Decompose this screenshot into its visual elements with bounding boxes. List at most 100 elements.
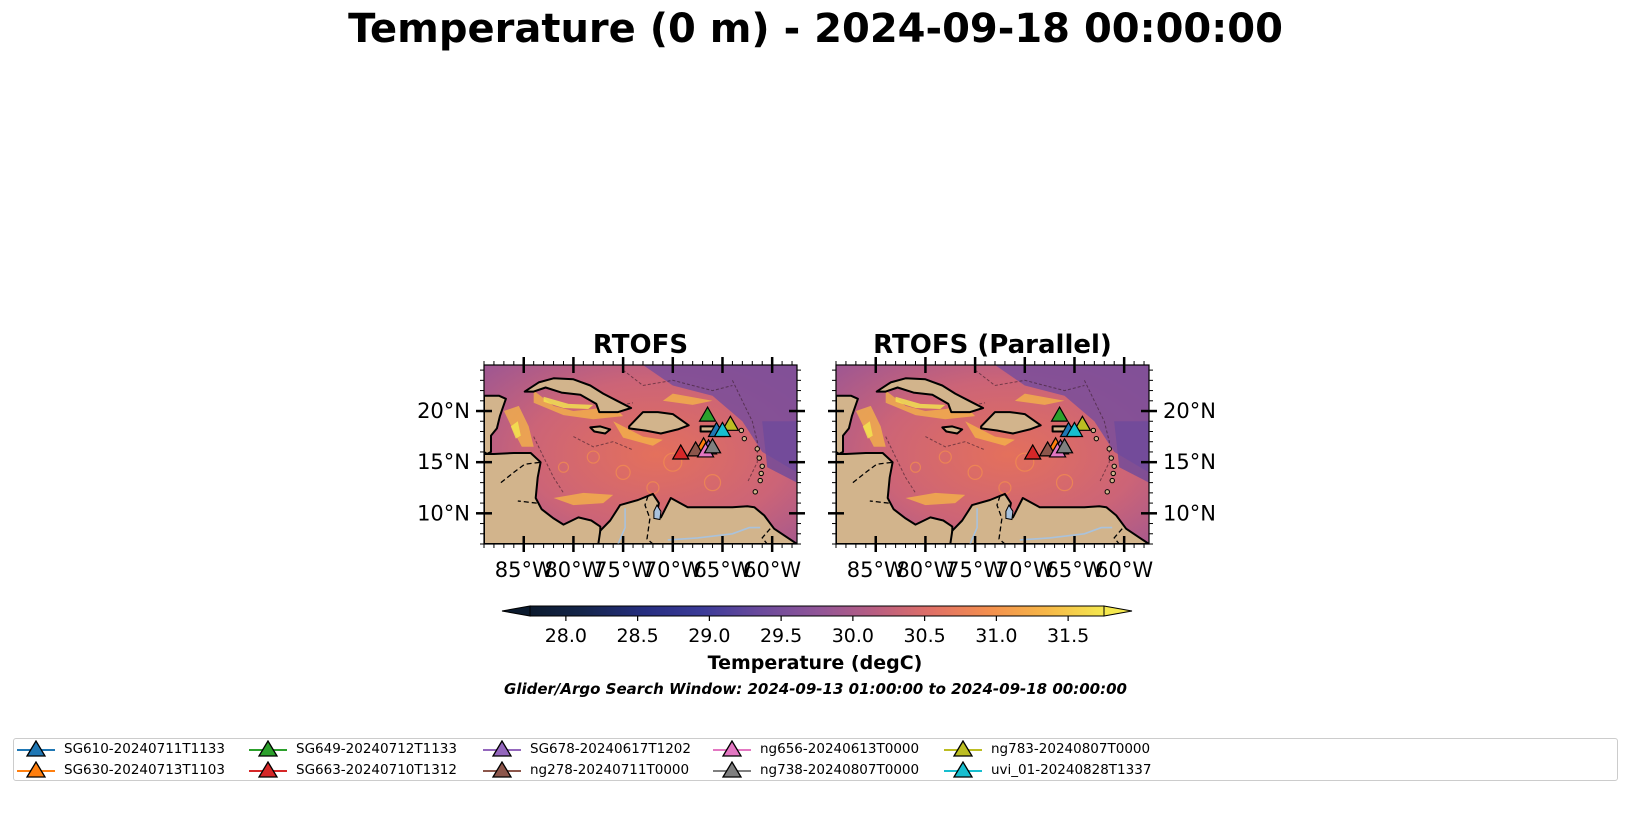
eddy-swirl xyxy=(1015,452,1035,472)
lat-tick-label: 15°N xyxy=(1163,450,1216,474)
triangle-marker-icon xyxy=(17,761,55,778)
warm-water-patch xyxy=(553,492,614,506)
legend-label: ng656-20240613T0000 xyxy=(760,741,920,757)
map-area xyxy=(836,365,1149,544)
glider-marker[interactable] xyxy=(721,415,740,431)
ssh-contour xyxy=(974,369,1085,392)
glider-marker[interactable] xyxy=(698,405,717,422)
legend-item[interactable]: SG649-20240712T1133 xyxy=(249,740,457,758)
eddy-swirl xyxy=(938,450,952,464)
island xyxy=(1106,446,1112,452)
warm-water-patch xyxy=(965,421,1015,446)
glider-marker[interactable] xyxy=(713,421,732,438)
lon-tick-label: 85°W xyxy=(847,558,905,582)
colorbar-label: Temperature (degC) xyxy=(708,652,923,674)
country-border xyxy=(1113,528,1123,544)
island xyxy=(738,427,745,434)
colorbar-extend-low xyxy=(501,605,531,617)
legend-item[interactable]: SG630-20240713T1103 xyxy=(17,761,225,779)
lake-maracaibo xyxy=(1005,504,1014,521)
island xyxy=(758,470,764,477)
island xyxy=(756,455,762,461)
legend-item[interactable]: SG678-20240617T1202 xyxy=(483,740,691,758)
land-hispaniola xyxy=(980,411,1042,435)
warm-water-patch xyxy=(1014,393,1065,405)
legend-item[interactable]: ng783-20240807T0000 xyxy=(944,740,1150,758)
legend-item[interactable]: SG610-20240711T1133 xyxy=(17,740,225,758)
land-south-america xyxy=(597,492,797,544)
lon-tick-label: 65°W xyxy=(693,558,751,582)
triangle-marker-icon xyxy=(17,740,55,757)
river xyxy=(617,508,626,544)
legend-item[interactable]: SG663-20240710T1312 xyxy=(249,761,457,779)
legend-label: SG678-20240617T1202 xyxy=(530,741,691,757)
lon-tick-label: 80°W xyxy=(544,558,602,582)
lon-tick-label: 85°W xyxy=(495,558,553,582)
land-south-america xyxy=(949,492,1149,544)
glider-marker[interactable] xyxy=(703,437,722,454)
warm-water-patch xyxy=(662,393,713,405)
ssh-contour xyxy=(622,369,733,392)
eddy-swirl xyxy=(557,461,570,473)
eddy-swirl xyxy=(615,464,631,480)
glider-marker[interactable] xyxy=(1050,405,1069,422)
island xyxy=(752,489,758,495)
colorbar-body xyxy=(529,605,1105,617)
colorbar-tick-label: 29.5 xyxy=(760,625,802,647)
glider-marker[interactable] xyxy=(1023,443,1042,460)
land-cuba xyxy=(523,377,633,414)
warm-water-patch xyxy=(613,421,663,446)
triangle-marker-icon xyxy=(249,761,287,778)
glider-marker[interactable] xyxy=(1055,437,1074,454)
panel-title: RTOFS xyxy=(593,330,688,360)
legend-item[interactable]: ng656-20240613T0000 xyxy=(713,740,919,758)
glider-marker[interactable] xyxy=(1073,415,1092,431)
land-jamaica xyxy=(589,425,612,435)
country-border xyxy=(869,500,889,504)
lon-tick-label: 65°W xyxy=(1045,558,1103,582)
lat-tick-label: 10°N xyxy=(1163,501,1216,525)
island xyxy=(754,446,760,452)
legend-item[interactable]: uvi_01-20240828T1337 xyxy=(944,761,1151,779)
colorbar-tick-label: 29.0 xyxy=(688,625,730,647)
glider-marker[interactable] xyxy=(1065,421,1084,438)
lon-tick-label: 75°W xyxy=(594,558,652,582)
glider-marker[interactable] xyxy=(671,443,690,460)
legend-label: SG610-20240711T1133 xyxy=(64,741,225,757)
triangle-marker-icon xyxy=(713,740,751,757)
lat-tick-label: 15°N xyxy=(417,450,470,474)
eddy-swirl xyxy=(663,452,683,472)
lake-maracaibo xyxy=(653,504,662,521)
legend-label: ng278-20240711T0000 xyxy=(530,762,690,778)
ocean-cool-region xyxy=(762,421,797,483)
hot-water-patch xyxy=(862,421,873,439)
country-border xyxy=(517,500,537,504)
island xyxy=(1090,427,1097,434)
hot-water-patch xyxy=(895,396,946,409)
legend-label: uvi_01-20240828T1337 xyxy=(991,762,1152,778)
ssh-contour xyxy=(885,436,916,494)
legend-item[interactable]: ng738-20240807T0000 xyxy=(713,761,919,779)
legend-label: ng738-20240807T0000 xyxy=(760,762,920,778)
island xyxy=(1108,455,1114,461)
lat-tick-label: 10°N xyxy=(417,501,470,525)
eddy-swirl xyxy=(909,461,922,473)
island xyxy=(1093,435,1100,442)
colorbar-tick-label: 30.0 xyxy=(832,625,874,647)
figure-title: Temperature (0 m) - 2024-09-18 00:00:00 xyxy=(348,6,1283,52)
colorbar-extend-high xyxy=(1103,605,1133,617)
island xyxy=(759,463,765,469)
land-hispaniola xyxy=(628,411,690,435)
lon-tick-label: 70°W xyxy=(996,558,1054,582)
ocean-cool-region xyxy=(1114,421,1149,483)
triangle-marker-icon xyxy=(944,761,982,778)
eddy-swirl xyxy=(1055,474,1074,492)
map-panel: RTOFS 20°N 15°N 10°N 85°W80°W75°W70°W65°W60°… xyxy=(417,330,805,582)
colorbar-tick-label: 31.5 xyxy=(1047,625,1089,647)
panel-title: RTOFS (Parallel) xyxy=(873,330,1112,360)
legend-item[interactable]: ng278-20240711T0000 xyxy=(483,761,689,779)
river xyxy=(667,526,761,541)
warm-water-patch xyxy=(905,492,966,506)
lat-tick-label: 20°N xyxy=(417,399,470,423)
triangle-marker-icon xyxy=(483,740,521,757)
